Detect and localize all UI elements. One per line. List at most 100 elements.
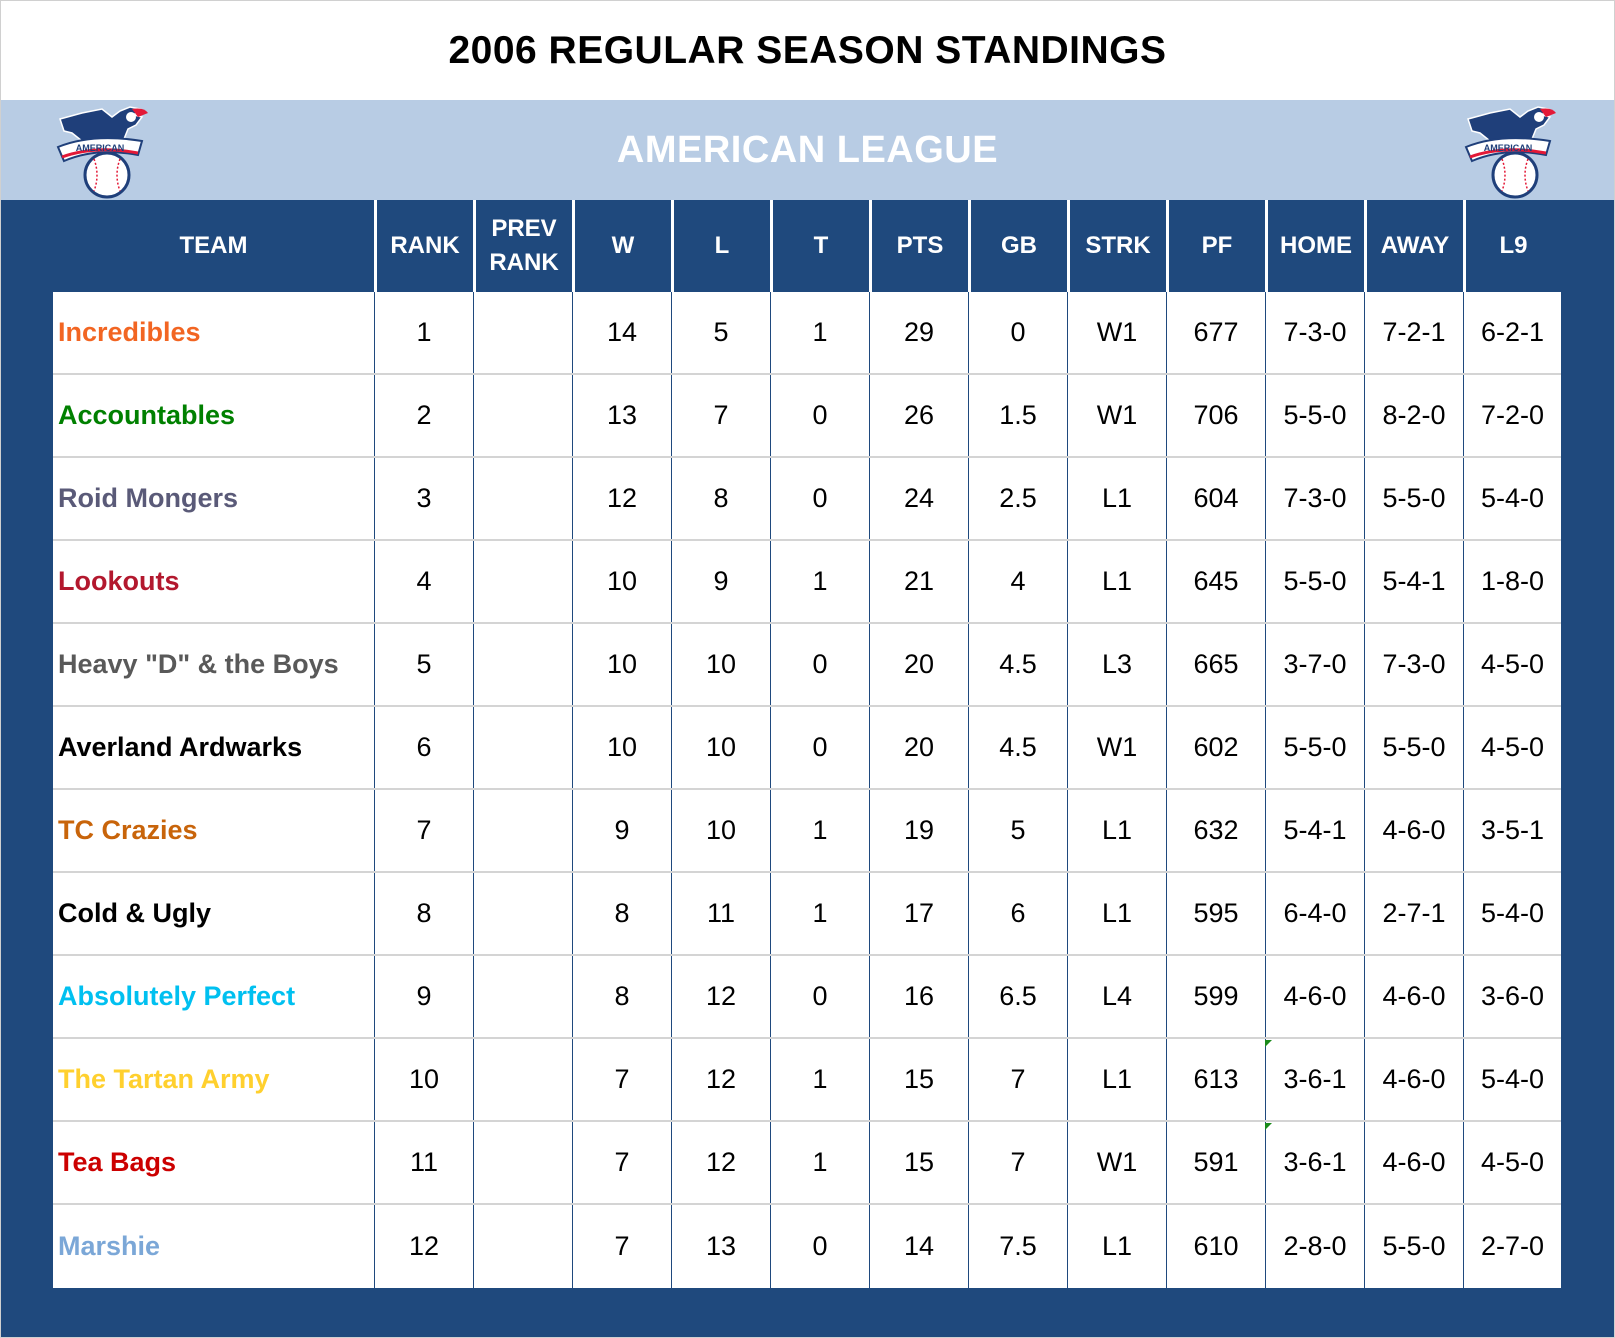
streak-cell[interactable]: W1 (1067, 1122, 1166, 1203)
points-for-cell[interactable]: 665 (1166, 624, 1265, 705)
rank-cell[interactable]: 2 (374, 375, 473, 456)
points-cell[interactable]: 26 (869, 375, 968, 456)
points-cell[interactable]: 20 (869, 624, 968, 705)
ties-cell[interactable]: 1 (770, 541, 869, 622)
prev-rank-cell[interactable] (473, 292, 572, 373)
points-cell[interactable]: 20 (869, 707, 968, 788)
col-header-team[interactable]: TEAM (179, 232, 248, 259)
team-name-cell[interactable]: Tea Bags (58, 1147, 177, 1177)
rank-cell[interactable]: 1 (374, 292, 473, 373)
ties-cell[interactable]: 0 (770, 707, 869, 788)
prev-rank-cell[interactable] (473, 624, 572, 705)
away-record-cell[interactable]: 8-2-0 (1364, 375, 1463, 456)
ties-cell[interactable]: 1 (770, 292, 869, 373)
games-back-cell[interactable]: 5 (968, 790, 1067, 871)
points-for-cell[interactable]: 613 (1166, 1039, 1265, 1120)
rank-cell[interactable]: 5 (374, 624, 473, 705)
last-nine-cell[interactable]: 7-2-0 (1463, 375, 1561, 456)
col-header-prev-rank[interactable]: PREV RANK (473, 200, 572, 292)
games-back-cell[interactable]: 4.5 (968, 707, 1067, 788)
home-record-cell[interactable]: 3-7-0 (1265, 624, 1364, 705)
last-nine-cell[interactable]: 4-5-0 (1463, 624, 1561, 705)
rank-cell[interactable]: 8 (374, 873, 473, 954)
away-record-cell[interactable]: 5-5-0 (1364, 707, 1463, 788)
losses-cell[interactable]: 13 (671, 1205, 770, 1288)
wins-cell[interactable]: 7 (572, 1039, 671, 1120)
streak-cell[interactable]: L1 (1067, 458, 1166, 539)
home-record-cell[interactable]: 5-5-0 (1265, 541, 1364, 622)
wins-cell[interactable]: 13 (572, 375, 671, 456)
rank-cell[interactable]: 10 (374, 1039, 473, 1120)
games-back-cell[interactable]: 6 (968, 873, 1067, 954)
games-back-cell[interactable]: 6.5 (968, 956, 1067, 1037)
prev-rank-cell[interactable] (473, 873, 572, 954)
col-header-rank[interactable]: RANK (374, 200, 473, 292)
home-record-cell[interactable]: 2-8-0 (1265, 1205, 1364, 1288)
last-nine-cell[interactable]: 5-4-0 (1463, 1039, 1561, 1120)
ties-cell[interactable]: 1 (770, 1039, 869, 1120)
rank-cell[interactable]: 11 (374, 1122, 473, 1203)
games-back-cell[interactable]: 7 (968, 1039, 1067, 1120)
away-record-cell[interactable]: 5-4-1 (1364, 541, 1463, 622)
rank-cell[interactable]: 7 (374, 790, 473, 871)
team-name-cell[interactable]: Marshie (58, 1231, 161, 1261)
prev-rank-cell[interactable] (473, 375, 572, 456)
prev-rank-cell[interactable] (473, 458, 572, 539)
prev-rank-cell[interactable] (473, 1039, 572, 1120)
rank-cell[interactable]: 9 (374, 956, 473, 1037)
losses-cell[interactable]: 10 (671, 624, 770, 705)
losses-cell[interactable]: 12 (671, 1122, 770, 1203)
prev-rank-cell[interactable] (473, 790, 572, 871)
away-record-cell[interactable]: 5-5-0 (1364, 1205, 1463, 1288)
streak-cell[interactable]: L4 (1067, 956, 1166, 1037)
points-for-cell[interactable]: 599 (1166, 956, 1265, 1037)
last-nine-cell[interactable]: 3-6-0 (1463, 956, 1561, 1037)
last-nine-cell[interactable]: 2-7-0 (1463, 1205, 1561, 1288)
points-for-cell[interactable]: 645 (1166, 541, 1265, 622)
streak-cell[interactable]: L1 (1067, 873, 1166, 954)
games-back-cell[interactable]: 4.5 (968, 624, 1067, 705)
points-cell[interactable]: 29 (869, 292, 968, 373)
team-name-cell[interactable]: Incredibles (58, 317, 201, 347)
team-name-cell[interactable]: The Tartan Army (58, 1064, 270, 1094)
losses-cell[interactable]: 5 (671, 292, 770, 373)
last-nine-cell[interactable]: 1-8-0 (1463, 541, 1561, 622)
points-cell[interactable]: 21 (869, 541, 968, 622)
games-back-cell[interactable]: 1.5 (968, 375, 1067, 456)
last-nine-cell[interactable]: 5-4-0 (1463, 458, 1561, 539)
col-header-strk[interactable]: STRK (1067, 200, 1166, 292)
col-header-pts[interactable]: PTS (869, 200, 968, 292)
points-for-cell[interactable]: 706 (1166, 375, 1265, 456)
ties-cell[interactable]: 0 (770, 1205, 869, 1288)
away-record-cell[interactable]: 4-6-0 (1364, 1122, 1463, 1203)
wins-cell[interactable]: 7 (572, 1122, 671, 1203)
ties-cell[interactable]: 0 (770, 956, 869, 1037)
team-name-cell[interactable]: Heavy "D" & the Boys (58, 649, 339, 679)
streak-cell[interactable]: L3 (1067, 624, 1166, 705)
ties-cell[interactable]: 0 (770, 375, 869, 456)
wins-cell[interactable]: 10 (572, 624, 671, 705)
losses-cell[interactable]: 11 (671, 873, 770, 954)
points-cell[interactable]: 15 (869, 1039, 968, 1120)
losses-cell[interactable]: 10 (671, 707, 770, 788)
points-cell[interactable]: 16 (869, 956, 968, 1037)
team-name-cell[interactable]: Accountables (58, 400, 236, 430)
home-record-cell[interactable]: 5-4-1 (1265, 790, 1364, 871)
away-record-cell[interactable]: 5-5-0 (1364, 458, 1463, 539)
team-name-cell[interactable]: TC Crazies (58, 815, 198, 845)
points-cell[interactable]: 19 (869, 790, 968, 871)
games-back-cell[interactable]: 0 (968, 292, 1067, 373)
points-cell[interactable]: 14 (869, 1205, 968, 1288)
streak-cell[interactable]: L1 (1067, 790, 1166, 871)
team-name-cell[interactable]: Lookouts (58, 566, 180, 596)
games-back-cell[interactable]: 4 (968, 541, 1067, 622)
rank-cell[interactable]: 3 (374, 458, 473, 539)
wins-cell[interactable]: 9 (572, 790, 671, 871)
losses-cell[interactable]: 12 (671, 1039, 770, 1120)
losses-cell[interactable]: 7 (671, 375, 770, 456)
home-record-cell[interactable]: 7-3-0 (1265, 458, 1364, 539)
ties-cell[interactable]: 1 (770, 1122, 869, 1203)
losses-cell[interactable]: 10 (671, 790, 770, 871)
ties-cell[interactable]: 0 (770, 458, 869, 539)
col-header-l9[interactable]: L9 (1463, 200, 1561, 292)
